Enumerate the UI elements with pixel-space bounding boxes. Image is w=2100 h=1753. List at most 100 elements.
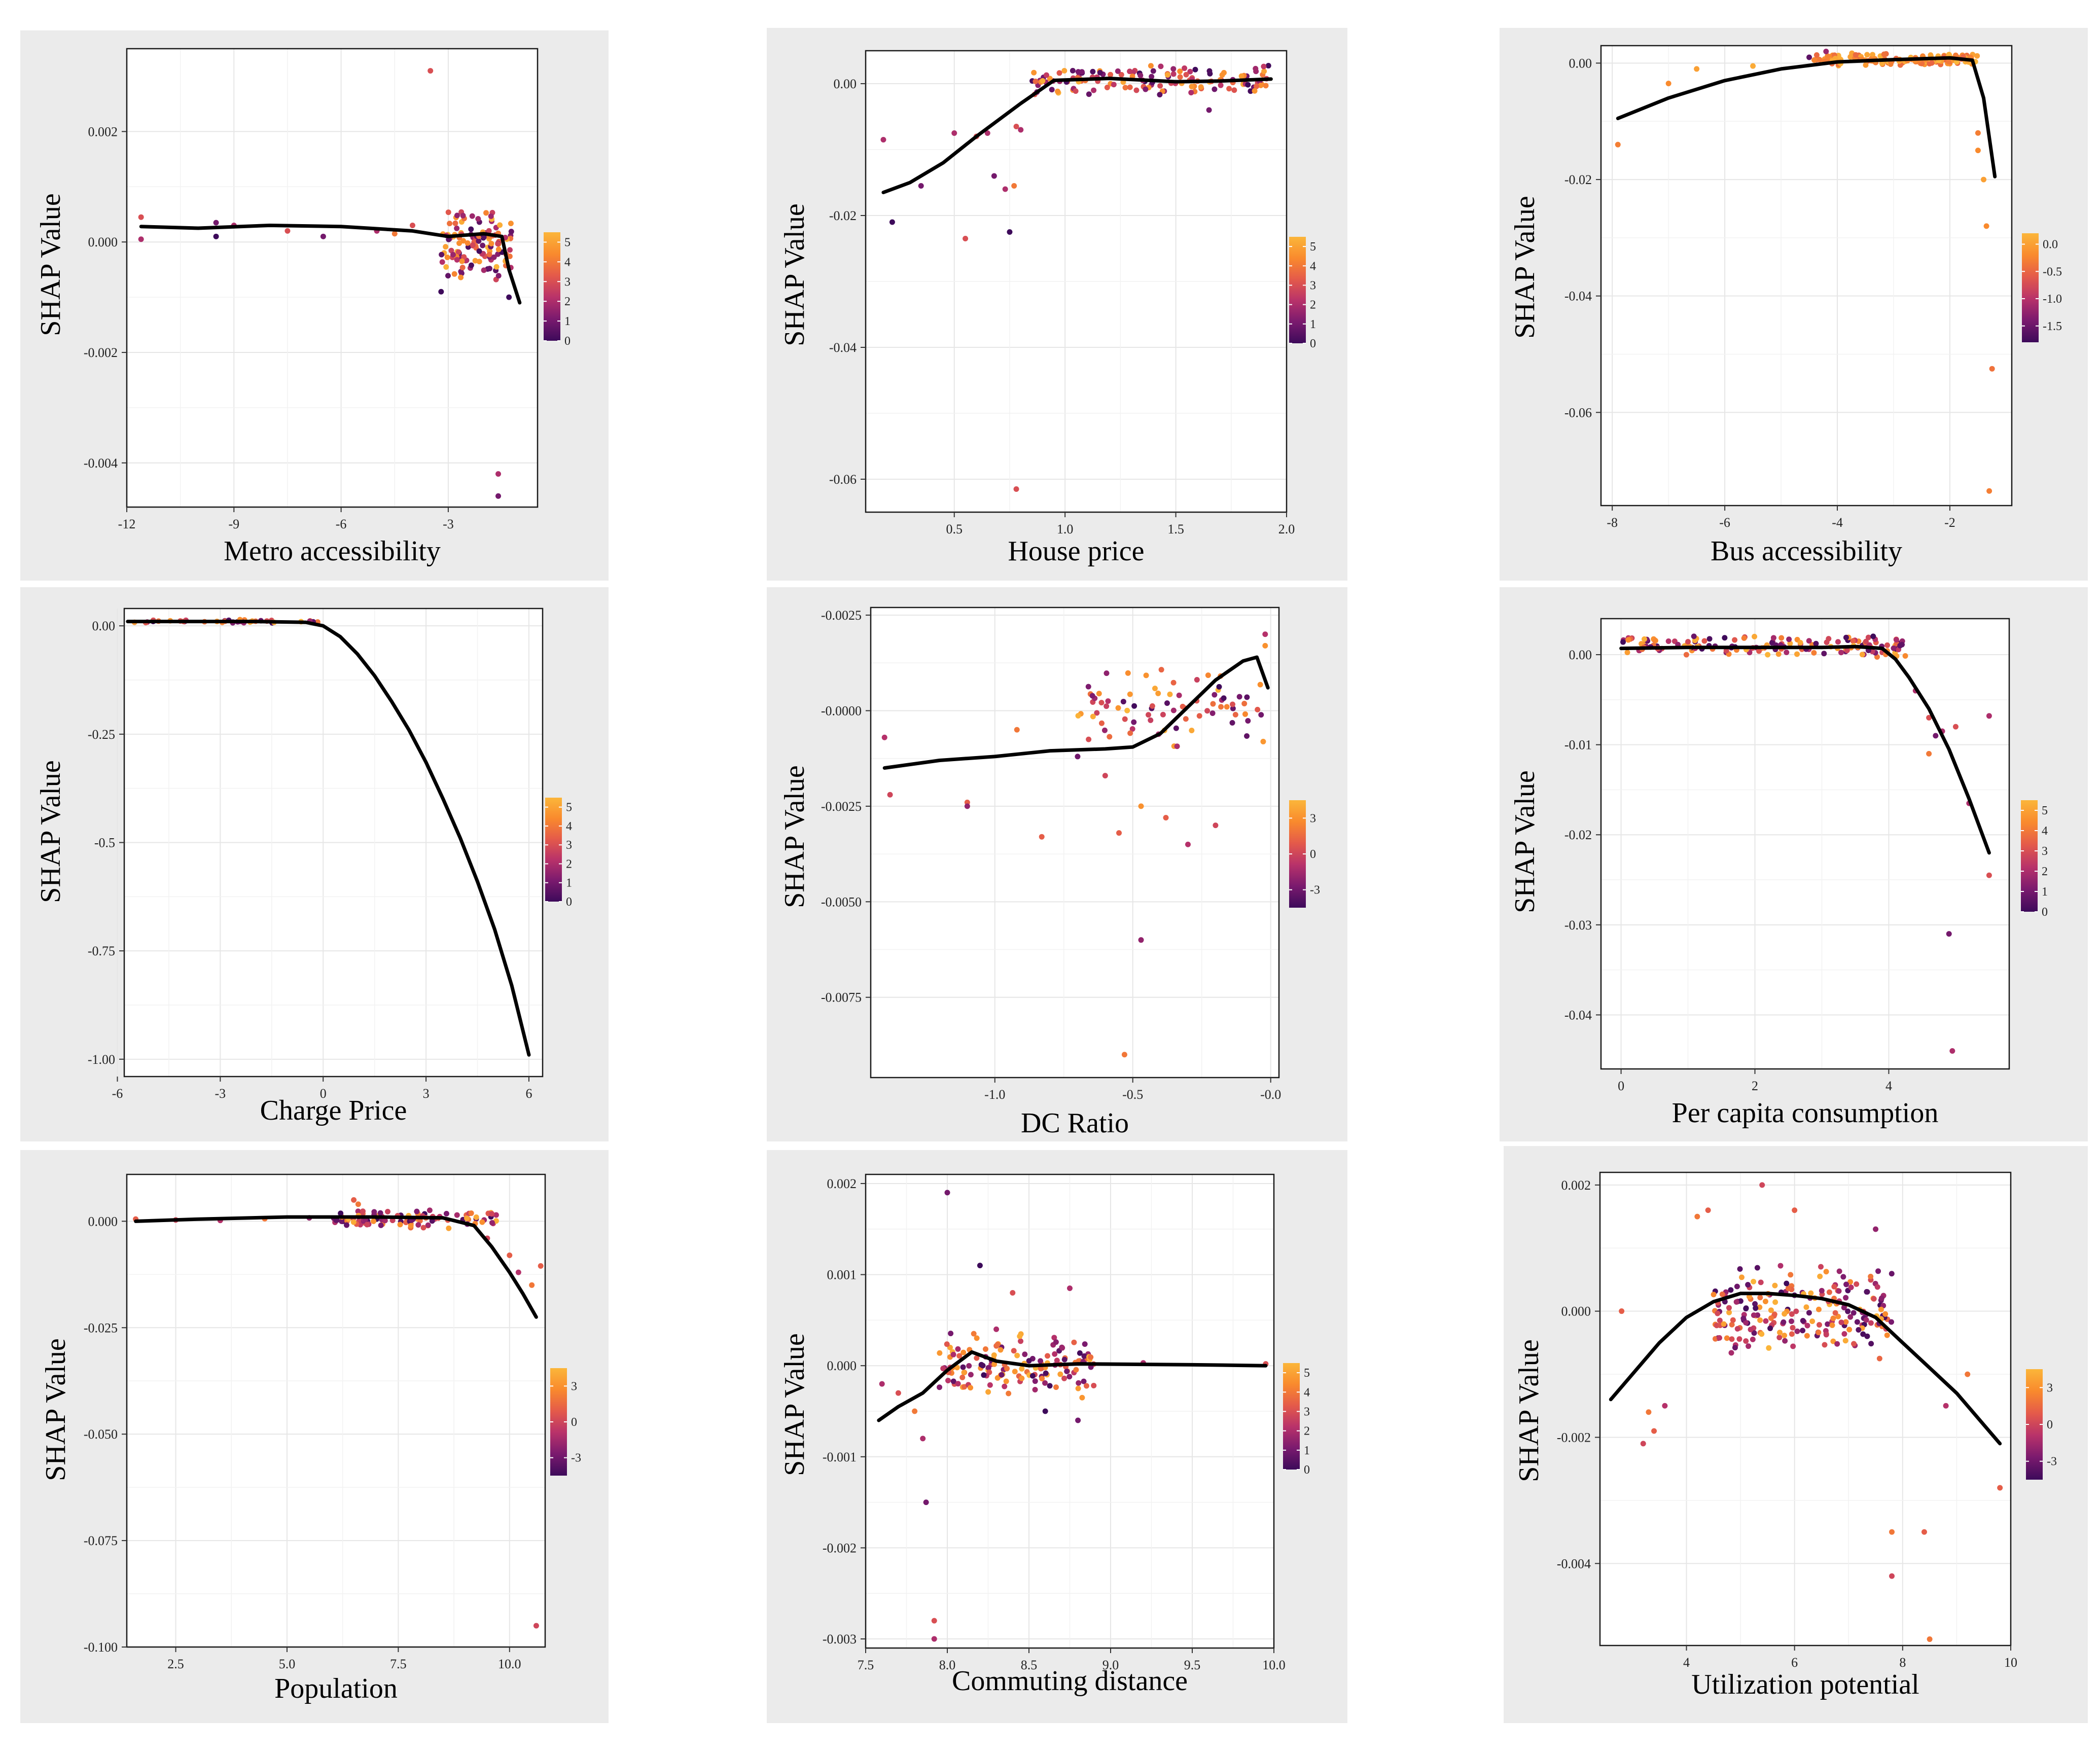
legend-tick-label: -3 — [571, 1452, 581, 1465]
panel-charge-price: -6 -3 0 3 6 0.00 -0.25 -0.5 -0.75 -1.00 5 4 3 2 1 0 Cha… — [20, 587, 609, 1141]
data-point — [1829, 1322, 1835, 1328]
data-point — [1870, 633, 1876, 639]
data-point — [1804, 1333, 1810, 1339]
legend-tick-label: 4 — [2042, 825, 2048, 838]
data-point — [1986, 713, 1992, 719]
data-point — [1244, 694, 1250, 700]
data-point — [1640, 1441, 1646, 1447]
data-point — [1778, 635, 1785, 641]
data-point — [1665, 638, 1671, 644]
legend-tick-label: 3 — [1310, 812, 1316, 825]
data-point — [1825, 1321, 1831, 1327]
data-point — [1694, 1213, 1700, 1220]
color-legend: 0.0 -0.5 -1.0 -1.5 — [2022, 233, 2062, 342]
data-point — [1766, 1345, 1772, 1351]
trend-line — [139, 224, 522, 305]
data-point — [320, 233, 326, 239]
data-point — [923, 1499, 929, 1506]
legend-tick-label: 0 — [1310, 848, 1316, 861]
data-point — [1040, 78, 1046, 84]
data-point — [464, 1215, 470, 1222]
data-point — [1850, 638, 1856, 644]
y-axis-label: SHAP Value — [35, 193, 66, 336]
data-point — [1811, 650, 1817, 656]
data-point — [1753, 1305, 1759, 1311]
x-tick-label: -6 — [112, 1086, 123, 1101]
y-tick-label: -0.0025 — [821, 799, 862, 814]
data-point — [1012, 1369, 1018, 1375]
data-point — [1818, 1264, 1824, 1270]
plot-frame — [870, 606, 1280, 1079]
data-point — [1098, 720, 1105, 726]
data-point — [495, 246, 502, 253]
data-point — [1789, 1318, 1795, 1325]
data-point — [1745, 1282, 1751, 1288]
data-point — [966, 1363, 972, 1369]
data-point — [974, 1335, 980, 1341]
data-point — [1029, 1373, 1036, 1379]
data-point — [1823, 1269, 1829, 1275]
legend-tick-label: 0 — [1304, 1463, 1310, 1477]
x-tick-label: 4 — [1885, 1079, 1892, 1093]
legend-gradient — [1289, 237, 1306, 343]
data-point — [1921, 1529, 1927, 1535]
data-point — [1230, 705, 1236, 711]
legend-tick-label: 2 — [1304, 1425, 1310, 1438]
chart-per-capita-consumption: 0 2 4 0.00 -0.01 -0.02 -0.03 -0.04 5 4 3 2 1 0 — [1564, 618, 2048, 1093]
data-point — [1651, 1428, 1657, 1434]
data-point — [977, 1263, 983, 1269]
data-point — [1014, 727, 1020, 733]
x-axis-label: Utilization potential — [1691, 1669, 1919, 1700]
data-point — [1081, 1378, 1087, 1384]
data-point — [1158, 667, 1164, 673]
plot-frame — [865, 50, 1288, 513]
data-point — [1026, 1358, 1032, 1364]
data-point — [944, 1190, 950, 1196]
data-point — [1777, 1263, 1784, 1269]
data-point — [476, 248, 482, 254]
y-tick-label: 0.00 — [834, 77, 857, 91]
legend-tick-label: 5 — [566, 801, 572, 814]
legend-gradient — [545, 798, 562, 902]
data-point — [1122, 85, 1128, 91]
data-point — [1732, 1345, 1738, 1351]
chart-metro-accessibility: -12 -9 -6 -3 0.002 0.000 -0.002 -0.004 5 4 3 2 1 0 — [84, 48, 571, 531]
data-point — [1804, 1322, 1810, 1329]
data-point — [508, 229, 514, 235]
y-tick-label: -0.75 — [88, 944, 115, 958]
data-point — [1790, 1343, 1796, 1349]
data-point — [881, 734, 887, 740]
data-point — [1871, 1296, 1877, 1302]
panel-bus-accessibility: -8 -6 -4 -2 0.00 -0.02 -0.04 -0.06 0.0 -0.5 -1.0 -1… — [1500, 28, 2088, 581]
data-point — [1086, 736, 1092, 742]
data-point — [1014, 1352, 1020, 1358]
x-tick-label: -8 — [1607, 515, 1618, 530]
x-tick-label: -9 — [228, 517, 239, 531]
data-point — [1002, 186, 1008, 192]
data-point — [1765, 652, 1771, 658]
data-point — [955, 1346, 961, 1352]
data-point — [506, 294, 512, 300]
legend-tick-label: 5 — [564, 236, 571, 249]
data-point — [508, 221, 514, 227]
panel-dc-ratio: -1.0 -0.5 -0.0 -0.0025 -0.0000 -0.0025 -0.0050… — [767, 587, 1347, 1141]
data-point — [1758, 1279, 1764, 1285]
data-point — [1743, 1305, 1749, 1311]
y-tick-label: 0.00 — [92, 619, 116, 633]
data-point — [454, 1212, 460, 1218]
data-point — [1831, 1283, 1837, 1290]
plot-area — [1600, 1172, 2011, 1645]
data-point — [1038, 1358, 1044, 1364]
data-point — [1032, 1386, 1038, 1392]
data-point — [1006, 1390, 1012, 1397]
y-tick-label: 0.000 — [1561, 1304, 1591, 1319]
data-point — [1212, 692, 1218, 698]
data-point — [444, 254, 450, 260]
data-point — [1929, 60, 1935, 66]
data-point — [918, 183, 924, 189]
data-point — [1192, 66, 1198, 73]
data-point — [1832, 1310, 1838, 1316]
data-point — [1127, 730, 1133, 736]
data-point — [507, 247, 513, 253]
data-point — [1170, 66, 1177, 72]
